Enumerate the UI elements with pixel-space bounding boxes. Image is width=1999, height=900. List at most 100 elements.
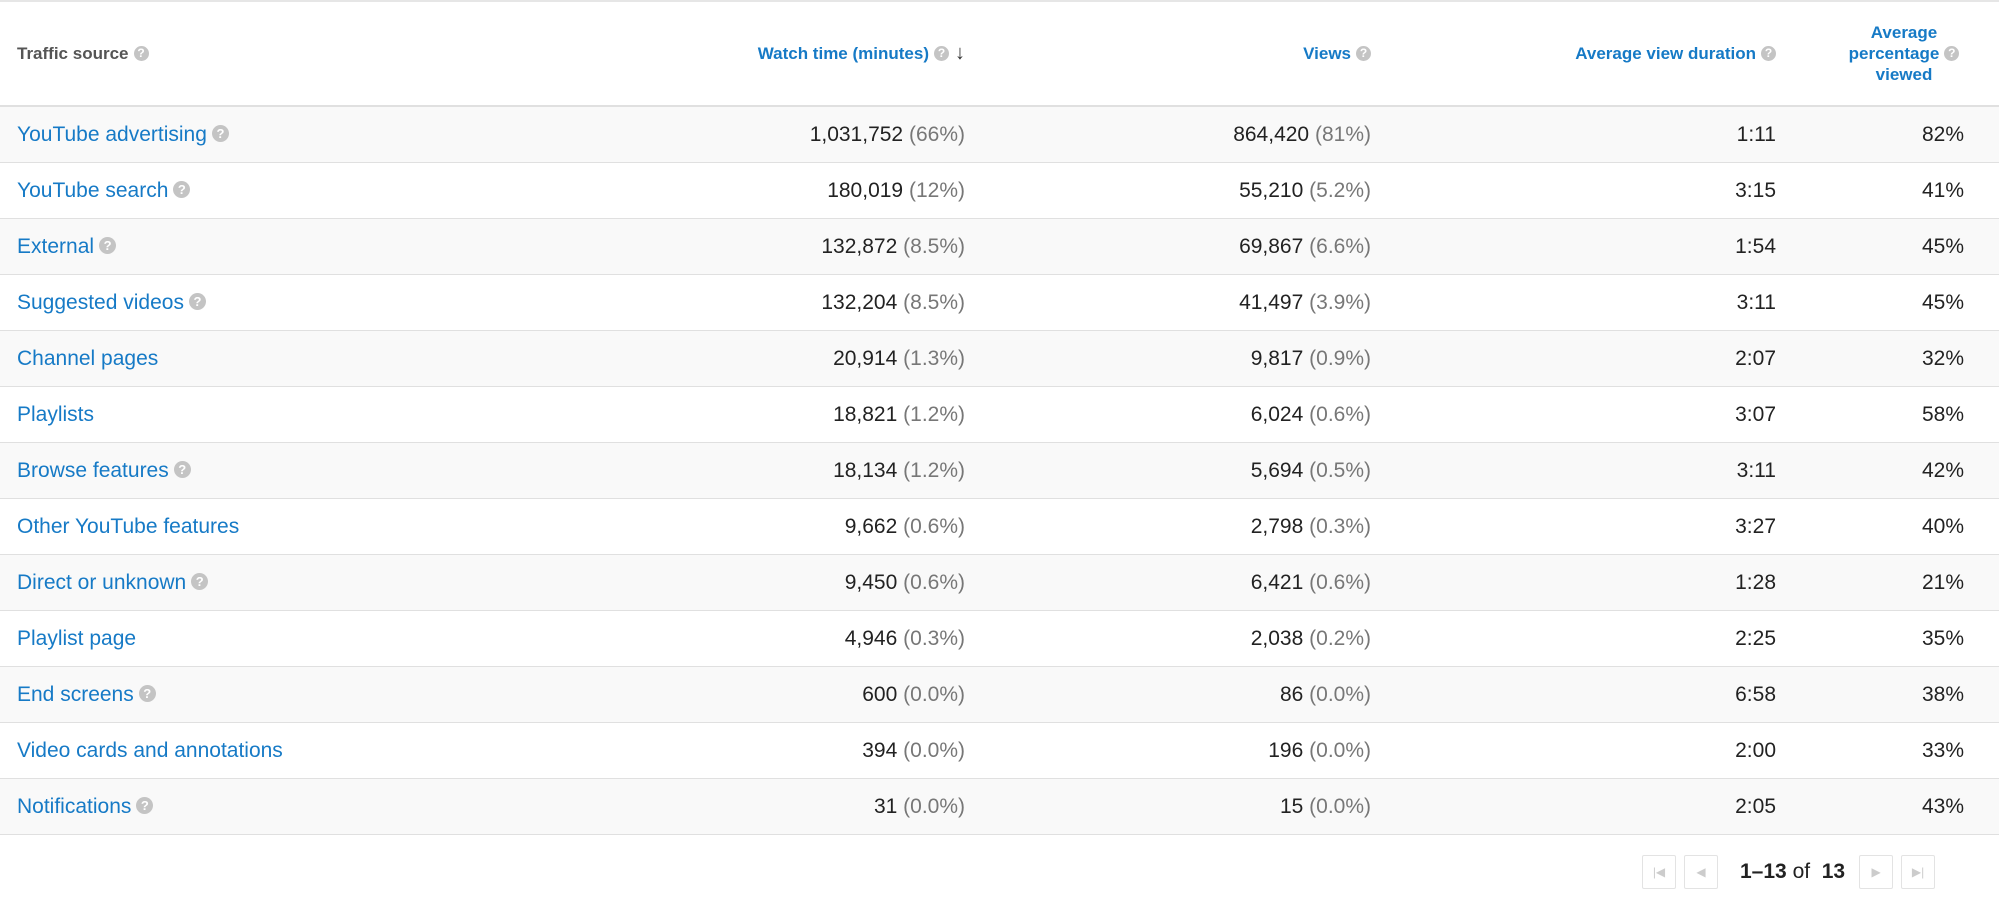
help-icon[interactable]: ?: [1944, 46, 1960, 62]
help-icon[interactable]: ?: [99, 237, 117, 255]
header-watch-time[interactable]: Watch time (minutes)? ↓: [480, 2, 965, 107]
traffic-source-link[interactable]: Notifications: [17, 794, 132, 818]
help-icon[interactable]: ?: [138, 685, 156, 703]
average-view-duration-cell: 1:28: [1371, 554, 1776, 611]
watch-time-value: 132,872: [821, 234, 898, 258]
traffic-source-link[interactable]: Channel pages: [17, 346, 159, 370]
watch-time-cell: 18,821 (1.2%): [480, 386, 965, 443]
first-page-button[interactable]: |◀: [1642, 855, 1676, 889]
traffic-source-link[interactable]: Other YouTube features: [17, 514, 240, 538]
watch-time-percent: (1.2%): [903, 402, 965, 426]
traffic-source-link[interactable]: YouTube search: [17, 178, 169, 202]
views-value: 6,421: [1250, 570, 1304, 594]
traffic-source-link[interactable]: Direct or unknown: [17, 570, 187, 594]
help-icon[interactable]: ?: [191, 573, 209, 591]
help-icon[interactable]: ?: [136, 797, 154, 815]
average-view-duration-cell: 3:11: [1371, 274, 1776, 331]
next-page-button[interactable]: ▶: [1859, 855, 1894, 889]
watch-time-cell: 9,662 (0.6%): [480, 498, 965, 555]
average-percentage-viewed-cell: 45%: [1776, 274, 1999, 331]
average-view-duration-cell: 2:07: [1371, 330, 1776, 387]
average-view-duration-cell: 2:05: [1371, 778, 1776, 835]
previous-page-icon: ◀: [1696, 865, 1706, 879]
views-cell: 55,210 (5.2%): [965, 162, 1371, 219]
average-percentage-viewed-cell: 58%: [1776, 386, 1999, 443]
average-view-duration-cell: 1:54: [1371, 218, 1776, 275]
watch-time-percent: (0.0%): [903, 682, 965, 706]
average-percentage-viewed-cell: 41%: [1776, 162, 1999, 219]
help-icon[interactable]: ?: [1356, 46, 1371, 62]
watch-time-cell: 180,019 (12%): [480, 162, 965, 219]
average-percentage-viewed-cell: 40%: [1776, 498, 1999, 555]
traffic-source-link[interactable]: Suggested videos: [17, 290, 184, 314]
help-icon[interactable]: ?: [934, 46, 949, 62]
help-icon[interactable]: ?: [133, 46, 149, 62]
average-view-duration-cell: 3:11: [1371, 442, 1776, 499]
traffic-source-cell: Playlist page: [0, 610, 480, 667]
watch-time-percent: (1.3%): [903, 346, 965, 370]
table-row: Browse features? 18,134 (1.2%) 5,694 (0.5%…: [0, 442, 1999, 499]
traffic-source-cell: Playlists: [0, 386, 480, 443]
traffic-source-link[interactable]: Playlists: [17, 402, 95, 426]
traffic-source-link[interactable]: Playlist page: [17, 626, 137, 650]
views-percent: (6.6%): [1309, 234, 1371, 258]
watch-time-value: 18,134: [833, 458, 898, 482]
watch-time-cell: 132,872 (8.5%): [480, 218, 965, 275]
page-range: 1–13 of 13: [1740, 860, 1846, 883]
traffic-source-cell: Video cards and annotations: [0, 722, 480, 779]
views-cell: 5,694 (0.5%): [965, 442, 1371, 499]
previous-page-button[interactable]: ◀: [1684, 855, 1718, 889]
last-page-icon: ▶|: [1911, 865, 1925, 879]
traffic-source-link[interactable]: Video cards and annotations: [17, 738, 283, 762]
header-views[interactable]: Views?: [965, 2, 1371, 107]
traffic-source-cell: End screens?: [0, 666, 480, 723]
traffic-source-cell: Notifications?: [0, 778, 480, 835]
views-value: 9,817: [1250, 346, 1304, 370]
traffic-source-link[interactable]: End screens: [17, 682, 134, 706]
views-percent: (0.9%): [1309, 346, 1371, 370]
watch-time-percent: (0.6%): [903, 514, 965, 538]
help-icon[interactable]: ?: [188, 293, 206, 311]
views-value: 2,038: [1250, 626, 1304, 650]
views-percent: (5.2%): [1309, 178, 1371, 202]
views-cell: 41,497 (3.9%): [965, 274, 1371, 331]
watch-time-percent: (8.5%): [903, 290, 965, 314]
traffic-source-link[interactable]: YouTube advertising: [17, 122, 207, 146]
last-page-button[interactable]: ▶|: [1901, 855, 1936, 889]
views-cell: 2,038 (0.2%): [965, 610, 1371, 667]
views-value: 5,694: [1250, 458, 1304, 482]
views-value: 2,798: [1250, 514, 1304, 538]
help-icon[interactable]: ?: [211, 125, 229, 143]
watch-time-percent: (0.3%): [903, 626, 965, 650]
watch-time-value: 180,019: [827, 178, 904, 202]
watch-time-cell: 9,450 (0.6%): [480, 554, 965, 611]
average-percentage-viewed-cell: 45%: [1776, 218, 1999, 275]
average-view-duration-cell: 2:25: [1371, 610, 1776, 667]
help-icon[interactable]: ?: [173, 181, 191, 199]
views-cell: 196 (0.0%): [965, 722, 1371, 779]
table-row: Direct or unknown? 9,450 (0.6%) 6,421 (0.6…: [0, 554, 1999, 611]
header-average-view-duration[interactable]: Average view duration?: [1371, 2, 1776, 107]
watch-time-percent: (0.6%): [903, 570, 965, 594]
views-percent: (3.9%): [1309, 290, 1371, 314]
help-icon[interactable]: ?: [173, 461, 191, 479]
views-percent: (0.6%): [1309, 402, 1371, 426]
views-value: 86: [1279, 682, 1304, 706]
header-average-percentage-viewed[interactable]: Average percentage? viewed: [1776, 2, 1999, 107]
watch-time-cell: 132,204 (8.5%): [480, 274, 965, 331]
traffic-source-link[interactable]: External: [17, 234, 95, 258]
header-traffic-source[interactable]: Traffic source?: [0, 2, 480, 107]
views-percent: (0.5%): [1309, 458, 1371, 482]
views-cell: 86 (0.0%): [965, 666, 1371, 723]
watch-time-cell: 1,031,752 (66%): [480, 106, 965, 163]
table-row: Playlist page 4,946 (0.3%) 2,038 (0.2%) 2:2…: [0, 610, 1999, 667]
watch-time-value: 1,031,752: [809, 122, 904, 146]
help-icon[interactable]: ?: [1761, 46, 1776, 62]
views-percent: (0.0%): [1309, 794, 1371, 818]
views-percent: (0.6%): [1309, 570, 1371, 594]
views-value: 41,497: [1239, 290, 1304, 314]
table-row: Channel pages 20,914 (1.3%) 9,817 (0.9%) 2:…: [0, 330, 1999, 387]
traffic-source-link[interactable]: Browse features: [17, 458, 169, 482]
average-view-duration-cell: 6:58: [1371, 666, 1776, 723]
watch-time-percent: (0.0%): [903, 738, 965, 762]
